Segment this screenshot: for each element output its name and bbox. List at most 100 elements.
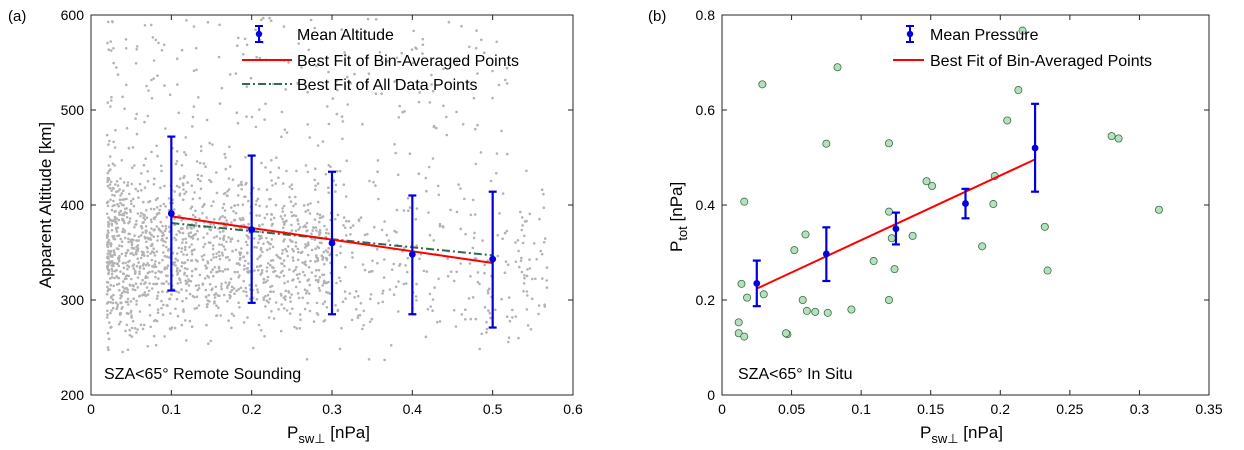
gray-data-point — [117, 247, 120, 251]
gray-data-point — [469, 275, 472, 278]
gray-data-point — [106, 180, 109, 183]
gray-data-point — [398, 262, 402, 266]
gray-data-point — [212, 256, 215, 259]
gray-data-point — [127, 274, 130, 278]
gray-data-point — [180, 323, 184, 327]
gray-data-point — [326, 250, 330, 254]
gray-data-point — [105, 212, 109, 216]
gray-data-point — [486, 289, 490, 292]
gray-data-point — [176, 314, 180, 318]
gray-data-point — [160, 306, 163, 310]
gray-data-point — [110, 95, 113, 99]
gray-data-point — [406, 197, 410, 200]
gray-data-point — [181, 198, 185, 201]
gray-data-point — [137, 261, 140, 264]
gray-data-point — [436, 184, 440, 188]
gray-data-point — [474, 317, 478, 321]
gray-data-point — [138, 182, 142, 186]
gray-data-point — [238, 306, 241, 309]
gray-data-point — [322, 250, 326, 254]
gray-data-point — [426, 307, 430, 311]
gray-data-point — [371, 259, 374, 263]
gray-data-point — [185, 339, 188, 342]
gray-data-point — [125, 323, 129, 327]
gray-data-point — [118, 244, 121, 247]
gray-data-point — [387, 239, 391, 242]
gray-data-point — [177, 246, 181, 250]
gray-data-point — [125, 211, 128, 215]
gray-data-point — [281, 249, 285, 252]
gray-data-point — [149, 218, 153, 221]
gray-data-point — [317, 278, 320, 282]
gray-data-point — [455, 59, 458, 62]
gray-data-point — [152, 319, 156, 323]
gray-data-point — [290, 223, 293, 227]
gray-data-point — [155, 213, 159, 216]
gray-data-point — [268, 16, 271, 20]
gray-data-point — [139, 282, 143, 286]
gray-data-point — [293, 325, 296, 329]
gray-data-point — [190, 250, 194, 253]
y-tick-label: 200 — [61, 387, 85, 403]
gray-data-point — [334, 217, 337, 221]
gray-data-point — [321, 284, 325, 287]
gray-data-point — [476, 72, 479, 75]
mean-marker — [1031, 144, 1039, 152]
gray-data-point — [112, 235, 116, 238]
gray-data-point — [123, 277, 127, 281]
gray-data-point — [256, 288, 259, 291]
gray-data-point — [122, 266, 126, 270]
gray-data-point — [123, 198, 126, 201]
gray-data-point — [262, 242, 265, 245]
gray-data-point — [239, 183, 242, 186]
gray-data-point — [204, 295, 208, 299]
gray-data-point — [146, 250, 149, 254]
gray-data-point — [525, 169, 528, 173]
gray-data-point — [106, 184, 110, 188]
gray-data-point — [150, 287, 154, 290]
gray-data-point — [154, 265, 158, 269]
gray-data-point — [196, 237, 200, 241]
gray-data-point — [109, 168, 112, 171]
gray-data-point — [145, 216, 149, 219]
gray-data-point — [369, 270, 373, 273]
gray-data-point — [107, 164, 111, 167]
gray-data-point — [217, 250, 221, 254]
gray-data-point — [307, 265, 311, 269]
gray-data-point — [155, 144, 158, 148]
gray-data-point — [123, 221, 126, 225]
gray-data-point — [207, 276, 210, 279]
gray-data-point — [192, 225, 196, 229]
gray-data-point — [161, 258, 164, 262]
gray-data-point — [113, 146, 117, 149]
gray-data-point — [318, 233, 321, 237]
gray-data-point — [136, 276, 140, 279]
gray-data-point — [390, 268, 394, 272]
gray-data-point — [107, 348, 110, 352]
gray-data-point — [518, 265, 521, 269]
gray-data-point — [254, 284, 258, 287]
gray-data-point — [109, 198, 112, 202]
gray-data-point — [205, 216, 208, 219]
gray-data-point — [178, 269, 182, 273]
gray-data-point — [262, 16, 265, 20]
gray-data-point — [148, 314, 152, 317]
gray-data-point — [152, 183, 156, 186]
gray-data-point — [134, 251, 138, 254]
gray-data-point — [239, 218, 243, 222]
gray-data-point — [202, 245, 205, 249]
gray-data-point — [245, 85, 249, 88]
gray-data-point — [162, 43, 166, 47]
gray-data-point — [393, 229, 396, 233]
gray-data-point — [149, 207, 153, 211]
gray-data-point — [395, 56, 399, 60]
gray-data-point — [266, 240, 270, 244]
gray-data-point — [215, 171, 218, 174]
gray-data-point — [223, 216, 227, 219]
gray-data-point — [520, 216, 524, 219]
gray-data-point — [495, 40, 499, 44]
gray-data-point — [210, 258, 213, 262]
gray-data-point — [266, 293, 270, 297]
gray-data-point — [188, 319, 192, 323]
gray-data-point — [526, 294, 529, 297]
